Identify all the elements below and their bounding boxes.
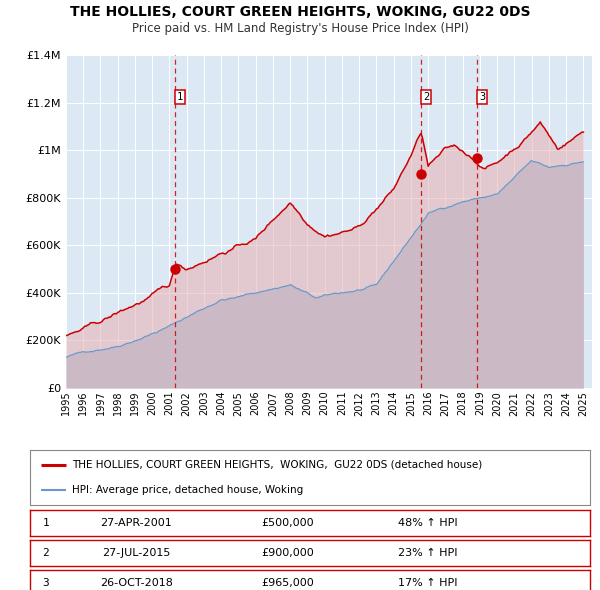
Text: 1: 1 — [43, 518, 49, 528]
Text: 27-JUL-2015: 27-JUL-2015 — [102, 548, 170, 558]
Text: 2: 2 — [43, 548, 49, 558]
Text: 1: 1 — [177, 91, 184, 101]
Text: 23% ↑ HPI: 23% ↑ HPI — [398, 548, 457, 558]
Text: 17% ↑ HPI: 17% ↑ HPI — [398, 578, 457, 588]
Text: THE HOLLIES, COURT GREEN HEIGHTS, WOKING, GU22 0DS: THE HOLLIES, COURT GREEN HEIGHTS, WOKING… — [70, 5, 530, 19]
Text: THE HOLLIES, COURT GREEN HEIGHTS,  WOKING,  GU22 0DS (detached house): THE HOLLIES, COURT GREEN HEIGHTS, WOKING… — [72, 460, 482, 470]
Text: HPI: Average price, detached house, Woking: HPI: Average price, detached house, Woki… — [72, 485, 303, 495]
Text: 27-APR-2001: 27-APR-2001 — [101, 518, 172, 528]
Text: Price paid vs. HM Land Registry's House Price Index (HPI): Price paid vs. HM Land Registry's House … — [131, 22, 469, 35]
Text: 3: 3 — [43, 578, 49, 588]
Text: £500,000: £500,000 — [261, 518, 314, 528]
Text: 2: 2 — [423, 91, 429, 101]
Text: 26-OCT-2018: 26-OCT-2018 — [100, 578, 173, 588]
Text: 3: 3 — [479, 91, 485, 101]
Text: £965,000: £965,000 — [261, 578, 314, 588]
Text: 48% ↑ HPI: 48% ↑ HPI — [398, 518, 457, 528]
Text: £900,000: £900,000 — [261, 548, 314, 558]
